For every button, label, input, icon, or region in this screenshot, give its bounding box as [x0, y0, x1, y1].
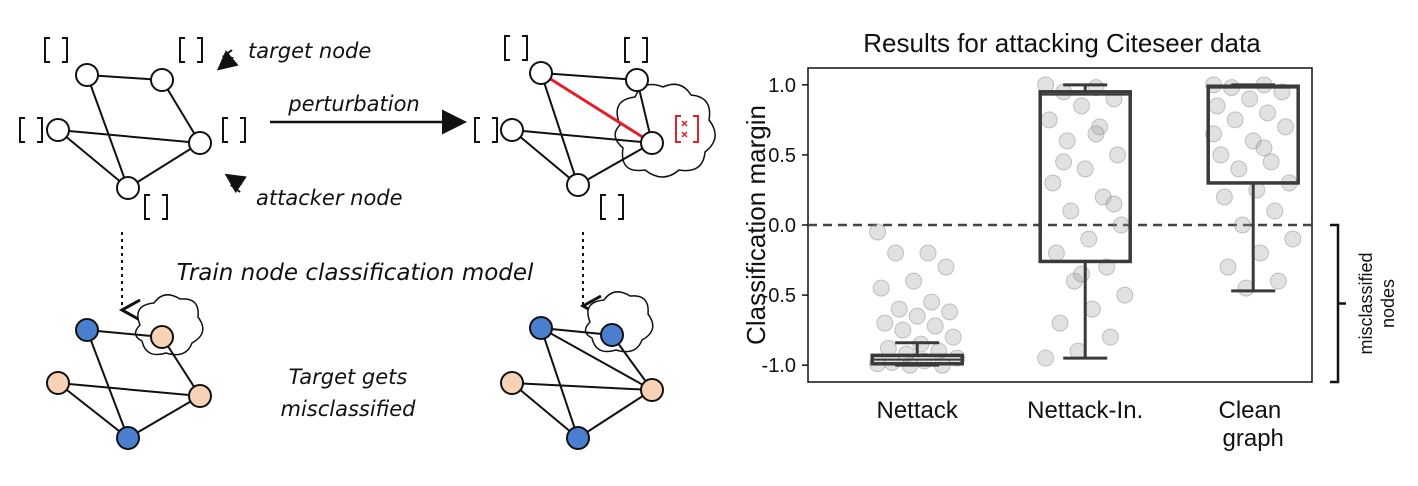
- attacker-label: attacker node: [256, 186, 403, 210]
- data-point: [1237, 279, 1255, 297]
- data-point: [1047, 244, 1065, 262]
- data-point: [1215, 188, 1233, 206]
- data-point: [894, 321, 912, 339]
- data-point: [1259, 104, 1277, 122]
- graph-before: [19, 37, 247, 220]
- data-point: [1212, 146, 1230, 164]
- train-label: Train node classification model: [177, 260, 534, 286]
- data-point: [1226, 111, 1244, 129]
- data-point: [1233, 216, 1251, 234]
- annotation-text: misclassified: [1356, 252, 1376, 354]
- y-axis-label: Classification margin: [741, 105, 771, 345]
- data-point: [926, 317, 944, 335]
- data-point: [1062, 202, 1080, 220]
- y-tick-label: -1.0: [762, 355, 796, 377]
- perturbation-label: perturbation: [287, 92, 420, 116]
- data-point: [1051, 314, 1069, 332]
- result-label: Target gets: [289, 365, 408, 389]
- data-point: [1044, 174, 1062, 192]
- data-point: [1037, 349, 1055, 367]
- graph-trained-after: [500, 291, 664, 450]
- annotation-bracket: [1330, 223, 1340, 384]
- data-point: [872, 279, 890, 297]
- data-point: [1109, 146, 1127, 164]
- data-point: [923, 293, 941, 311]
- data-point: [869, 223, 887, 241]
- y-tick-label: 0.5: [768, 145, 796, 167]
- data-point: [908, 307, 926, 325]
- graph-after: [474, 35, 716, 220]
- data-point: [1112, 216, 1130, 234]
- y-tick-label: 0.0: [768, 215, 796, 237]
- data-point: [1058, 132, 1076, 150]
- data-point: [1087, 125, 1105, 143]
- chart: Results for attacking Citeseer data Clas…: [741, 28, 1398, 452]
- data-point: [941, 303, 959, 321]
- x-tick-label: Nettack: [877, 397, 959, 424]
- data-point: [1076, 160, 1094, 178]
- data-point: [1101, 328, 1119, 346]
- data-point: [937, 258, 955, 276]
- data-point: [1266, 202, 1284, 220]
- data-point: [887, 244, 905, 262]
- chart-title: Results for attacking Citeseer data: [863, 28, 1261, 58]
- data-point: [1219, 258, 1237, 276]
- data-point: [876, 314, 894, 332]
- target-label: target node: [248, 39, 371, 63]
- data-point: [1073, 97, 1091, 115]
- x-tick-label: Nettack-In.: [1027, 397, 1143, 424]
- data-point: [1241, 90, 1259, 108]
- data-point: [1105, 195, 1123, 213]
- data-point: [1284, 230, 1302, 248]
- data-point: [1255, 139, 1273, 157]
- data-point: [1116, 286, 1134, 304]
- result-label: misclassified: [280, 397, 416, 421]
- data-point: [1251, 244, 1269, 262]
- data-point: [1269, 272, 1287, 290]
- data-point: [1040, 111, 1058, 129]
- data-point: [1244, 132, 1262, 150]
- data-point: [1055, 153, 1073, 171]
- data-point: [905, 272, 923, 290]
- data-point: [1073, 265, 1091, 283]
- graph-trained-before: [46, 294, 212, 450]
- x-tick-label: Clean graph: [1219, 397, 1288, 452]
- data-point: [919, 244, 937, 262]
- data-point: [1065, 272, 1083, 290]
- box: [1038, 90, 1132, 264]
- data-point: [890, 300, 908, 318]
- annotation-text: nodes: [1378, 279, 1398, 328]
- box: [1206, 84, 1300, 185]
- y-tick-label: -0.5: [762, 285, 796, 307]
- data-point: [1083, 300, 1101, 318]
- data-point: [1277, 118, 1295, 136]
- data-point: [944, 328, 962, 346]
- data-point: [1262, 153, 1280, 171]
- data-point: [1208, 97, 1226, 115]
- data-point: [1080, 230, 1098, 248]
- y-tick-label: 1.0: [768, 75, 796, 97]
- data-point: [1091, 118, 1109, 136]
- data-point: [1230, 160, 1248, 178]
- data-point: [1094, 188, 1112, 206]
